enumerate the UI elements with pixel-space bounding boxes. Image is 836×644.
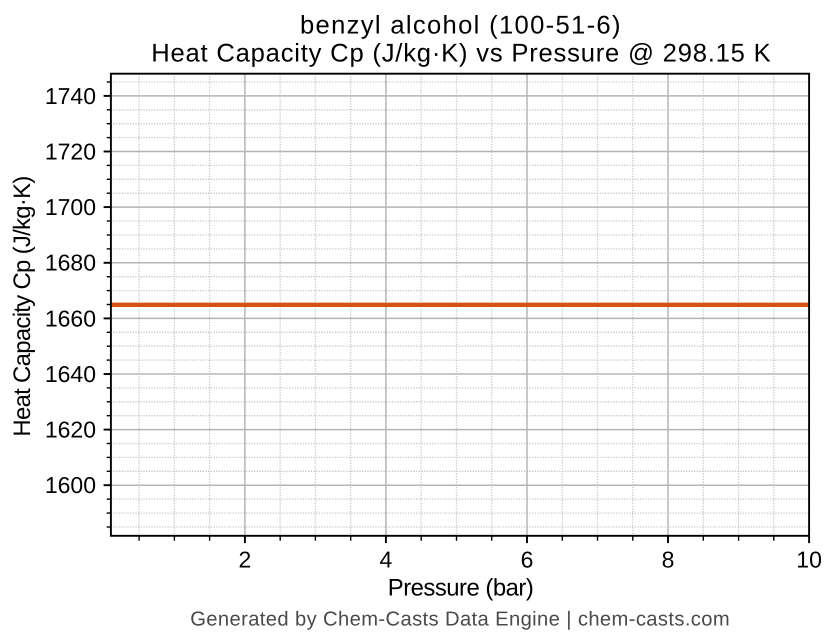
svg-text:6: 6: [521, 546, 534, 572]
svg-text:Heat Capacity Cp (J/kg·K): Heat Capacity Cp (J/kg·K): [9, 176, 36, 437]
svg-text:8: 8: [662, 546, 675, 572]
svg-text:1680: 1680: [45, 250, 96, 276]
svg-text:Generated by Chem-Casts Data E: Generated by Chem-Casts Data Engine | ch…: [190, 609, 730, 631]
svg-text:1620: 1620: [45, 417, 96, 443]
svg-text:benzyl alcohol (100-51-6): benzyl alcohol (100-51-6): [300, 12, 621, 40]
svg-text:1600: 1600: [45, 472, 96, 498]
svg-text:Heat Capacity Cp (J/kg·K) vs P: Heat Capacity Cp (J/kg·K) vs Pressure @ …: [151, 40, 771, 68]
svg-text:10: 10: [796, 546, 822, 572]
svg-text:4: 4: [380, 546, 393, 572]
svg-text:1700: 1700: [45, 194, 96, 220]
svg-text:1720: 1720: [45, 138, 96, 164]
svg-text:1740: 1740: [45, 83, 96, 109]
svg-text:2: 2: [239, 546, 252, 572]
svg-text:1660: 1660: [45, 305, 96, 331]
svg-text:Pressure (bar): Pressure (bar): [388, 574, 534, 601]
svg-text:1640: 1640: [45, 361, 96, 387]
